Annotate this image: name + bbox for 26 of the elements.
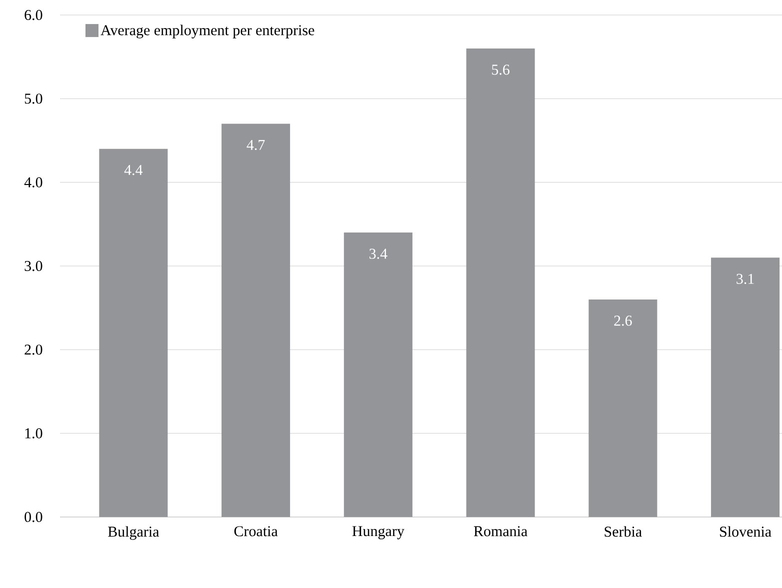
bar: [711, 258, 780, 517]
bar: [99, 148, 168, 517]
y-tick-label: 5.0: [24, 94, 42, 104]
x-tick-label: Bulgaria: [108, 526, 160, 540]
data-label: 2.6: [614, 316, 632, 326]
bar: [588, 299, 658, 517]
bar: [344, 232, 412, 517]
x-tick-label: Romania: [474, 526, 528, 536]
y-tick-label: 3.0: [24, 260, 42, 272]
x-tick-label: Slovenia: [720, 526, 772, 537]
y-tick-label: 2.0: [24, 344, 42, 355]
bar: [222, 124, 290, 517]
data-label: 4.7: [246, 140, 265, 150]
x-tick-label: Hungary: [352, 526, 404, 540]
data-label: 4.4: [124, 165, 143, 176]
x-tick-label: Serbia: [604, 526, 642, 537]
data-label: 5.6: [492, 64, 510, 75]
y-tick-label: 1.0: [25, 428, 42, 438]
bar: [466, 48, 535, 517]
legend-label: Average employment per enterprise: [100, 24, 314, 38]
x-tick-label: Croatia: [234, 526, 278, 536]
data-label: 3.1: [736, 274, 754, 284]
data-label: 3.4: [370, 248, 388, 259]
y-tick-label: 4.0: [24, 177, 42, 188]
y-tick-label: 0.0: [24, 512, 42, 522]
y-tick-label: 6.0: [24, 10, 42, 20]
